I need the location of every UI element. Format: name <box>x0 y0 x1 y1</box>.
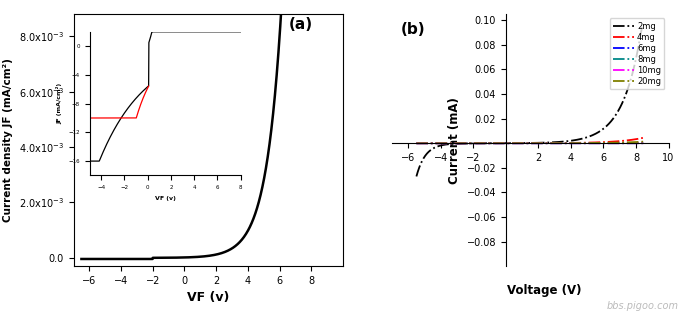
20mg <box>557 141 566 145</box>
6mg <box>550 141 559 145</box>
10mg <box>640 141 648 145</box>
6mg <box>608 141 617 145</box>
8mg <box>545 141 553 145</box>
4mg <box>550 141 559 145</box>
2mg <box>545 140 553 144</box>
2mg <box>640 25 648 28</box>
6mg <box>557 141 566 145</box>
4mg <box>426 141 435 145</box>
6mg <box>412 141 421 145</box>
8mg <box>426 141 435 145</box>
Text: (b): (b) <box>400 22 425 37</box>
10mg <box>550 141 559 145</box>
Line: 20mg: 20mg <box>416 142 644 143</box>
2mg <box>557 140 566 144</box>
Y-axis label: Current density JF (mA/cm²): Current density JF (mA/cm²) <box>3 58 13 222</box>
8mg <box>412 141 421 145</box>
2mg <box>638 25 646 28</box>
6mg <box>545 141 553 145</box>
6mg <box>426 141 435 145</box>
10mg <box>545 141 553 145</box>
Legend: 2mg, 4mg, 6mg, 8mg, 10mg, 20mg: 2mg, 4mg, 6mg, 8mg, 10mg, 20mg <box>610 18 664 89</box>
4mg <box>608 140 617 144</box>
20mg <box>545 141 553 145</box>
10mg <box>585 141 594 145</box>
8mg <box>585 141 594 145</box>
8mg <box>640 141 648 145</box>
8mg <box>557 141 566 145</box>
2mg <box>585 135 594 138</box>
20mg <box>640 140 648 144</box>
10mg <box>412 141 421 145</box>
Line: 4mg: 4mg <box>416 138 644 143</box>
20mg <box>412 141 421 145</box>
4mg <box>585 141 594 145</box>
6mg <box>640 141 648 145</box>
2mg <box>550 140 559 144</box>
6mg <box>585 141 594 145</box>
10mg <box>557 141 566 145</box>
10mg <box>426 141 435 145</box>
2mg <box>426 148 435 152</box>
Y-axis label: Current (mA): Current (mA) <box>448 97 461 184</box>
4mg <box>412 141 421 145</box>
4mg <box>545 141 553 145</box>
2mg <box>608 117 617 121</box>
X-axis label: VF (v): VF (v) <box>187 291 230 305</box>
4mg <box>640 136 648 140</box>
10mg <box>608 141 617 145</box>
2mg <box>412 175 421 178</box>
20mg <box>426 141 435 145</box>
20mg <box>550 141 559 145</box>
Line: 2mg: 2mg <box>416 26 644 176</box>
20mg <box>608 141 617 145</box>
X-axis label: Voltage (V): Voltage (V) <box>507 284 581 297</box>
4mg <box>557 141 566 145</box>
8mg <box>550 141 559 145</box>
Text: (a): (a) <box>289 17 313 32</box>
8mg <box>608 141 617 145</box>
Text: bbs.pigoo.com: bbs.pigoo.com <box>607 301 679 311</box>
20mg <box>585 141 594 145</box>
